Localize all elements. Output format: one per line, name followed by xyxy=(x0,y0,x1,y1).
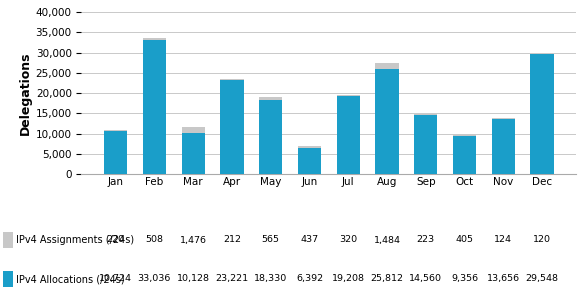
Bar xyxy=(336,95,360,96)
Bar xyxy=(336,96,360,174)
Bar xyxy=(492,118,515,119)
Text: 1,484: 1,484 xyxy=(374,236,400,244)
Text: 19,208: 19,208 xyxy=(332,274,365,284)
Text: IPv4 Assignments (/24s): IPv4 Assignments (/24s) xyxy=(16,235,134,245)
Y-axis label: Delegations: Delegations xyxy=(19,51,31,135)
Text: 212: 212 xyxy=(223,236,241,244)
Text: 10,724: 10,724 xyxy=(99,274,132,284)
Text: 223: 223 xyxy=(417,236,435,244)
Text: 1,476: 1,476 xyxy=(180,236,207,244)
Bar xyxy=(259,98,282,100)
Text: 220: 220 xyxy=(107,236,125,244)
Bar xyxy=(220,79,243,80)
Bar xyxy=(182,133,205,174)
Bar xyxy=(298,148,321,174)
Bar xyxy=(414,114,438,115)
Bar xyxy=(375,64,399,70)
Bar xyxy=(453,134,476,136)
Text: 25,812: 25,812 xyxy=(371,274,403,284)
Text: 120: 120 xyxy=(533,236,551,244)
Bar xyxy=(220,80,243,174)
Text: 14,560: 14,560 xyxy=(409,274,442,284)
Bar xyxy=(104,130,127,174)
Text: 33,036: 33,036 xyxy=(138,274,171,284)
Bar xyxy=(414,115,438,174)
Bar xyxy=(259,100,282,174)
Text: 6,392: 6,392 xyxy=(296,274,323,284)
Bar xyxy=(298,146,321,148)
Text: 437: 437 xyxy=(300,236,318,244)
Text: IPv4 Allocations (/24s): IPv4 Allocations (/24s) xyxy=(16,274,125,284)
Bar xyxy=(530,54,553,174)
Text: 124: 124 xyxy=(494,236,512,244)
Bar xyxy=(143,38,166,40)
Text: 405: 405 xyxy=(456,236,474,244)
Text: 320: 320 xyxy=(339,236,357,244)
Text: 508: 508 xyxy=(146,236,164,244)
Bar xyxy=(182,127,205,133)
Text: 29,548: 29,548 xyxy=(526,274,559,284)
Text: 9,356: 9,356 xyxy=(451,274,478,284)
Bar xyxy=(375,70,399,174)
Text: 23,221: 23,221 xyxy=(215,274,249,284)
Text: 13,656: 13,656 xyxy=(487,274,520,284)
Text: 565: 565 xyxy=(262,236,280,244)
Text: 10,128: 10,128 xyxy=(176,274,210,284)
Bar xyxy=(492,119,515,174)
Text: 18,330: 18,330 xyxy=(254,274,288,284)
Bar xyxy=(143,40,166,174)
Bar xyxy=(453,136,476,174)
